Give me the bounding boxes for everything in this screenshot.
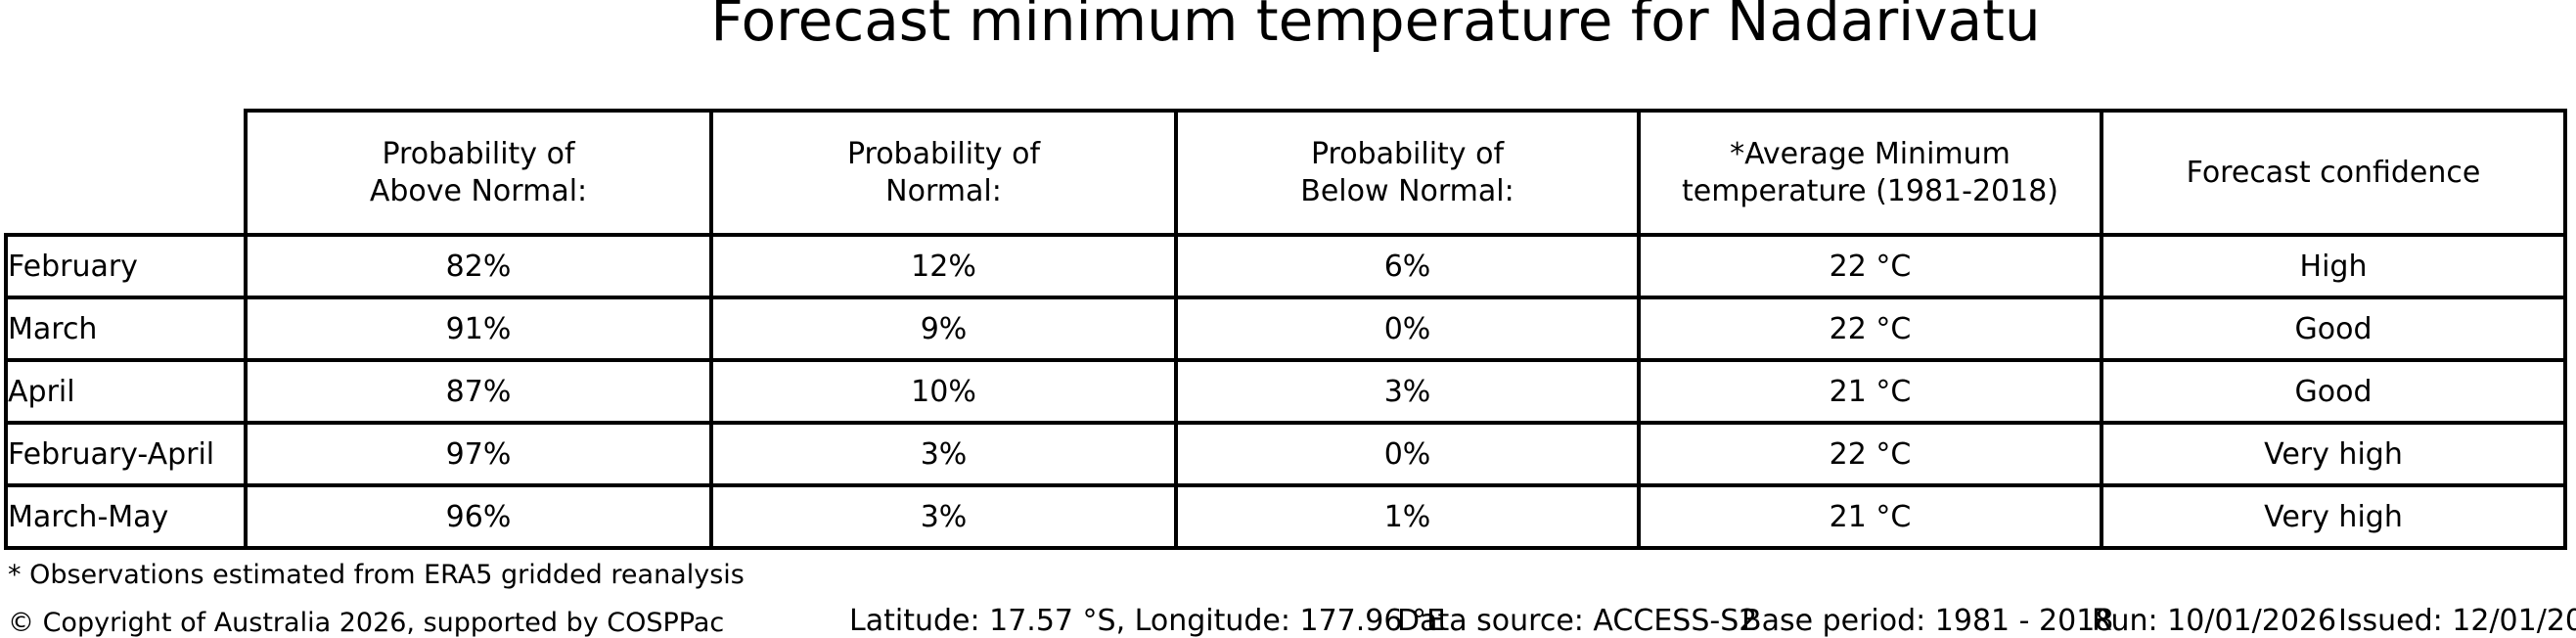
corner-cell <box>6 111 246 235</box>
row-label: April <box>4 358 248 425</box>
table-row-march-may: March-May 96% 3% 1% 21 °C Very high <box>4 483 2567 550</box>
cell-above-normal: 91% <box>244 296 713 362</box>
cell-confidence: Good <box>2100 296 2567 362</box>
cell-confidence: High <box>2100 233 2567 299</box>
cell-normal: 12% <box>709 233 1178 299</box>
cell-normal: 9% <box>709 296 1178 362</box>
row-label: March <box>4 296 248 362</box>
cell-below-normal: 3% <box>1174 358 1641 425</box>
cell-normal: 10% <box>709 358 1178 425</box>
cell-below-normal: 0% <box>1174 421 1641 487</box>
run-date-text: Run: 10/01/2026 <box>2092 604 2337 638</box>
cell-avg-min-temp: 22 °C <box>1637 233 2103 299</box>
copyright-text: © Copyright of Australia 2026, supported… <box>8 608 725 638</box>
table-row-february: February 82% 12% 6% 22 °C High <box>4 233 2567 299</box>
cell-below-normal: 6% <box>1174 233 1641 299</box>
cell-confidence: Very high <box>2100 483 2567 550</box>
cell-above-normal: 82% <box>244 233 713 299</box>
cell-above-normal: 96% <box>244 483 713 550</box>
cell-avg-min-temp: 22 °C <box>1637 296 2103 362</box>
cell-confidence: Very high <box>2100 421 2567 487</box>
table-header-row: Probability of Above Normal: Probability… <box>6 109 2567 237</box>
table-row-april: April 87% 10% 3% 21 °C Good <box>4 358 2567 425</box>
base-period-text: Base period: 1981 - 2018 <box>1741 604 2114 638</box>
cell-below-normal: 0% <box>1174 296 1641 362</box>
location-text: Latitude: 17.57 °S, Longitude: 177.96 °E <box>849 604 1445 638</box>
col-header-prob-below-normal: Probability of Below Normal: <box>1174 109 1641 237</box>
col-header-forecast-confidence: Forecast confidence <box>2100 109 2567 237</box>
issued-date-text: Issued: 12/01/2026 <box>2338 604 2576 638</box>
cell-normal: 3% <box>709 483 1178 550</box>
row-label: March-May <box>4 483 248 550</box>
cell-above-normal: 87% <box>244 358 713 425</box>
row-label: February <box>4 233 248 299</box>
page-title: Forecast minimum temperature for Nadariv… <box>710 0 2041 54</box>
cell-avg-min-temp: 21 °C <box>1637 358 2103 425</box>
col-header-prob-above-normal: Probability of Above Normal: <box>244 109 713 237</box>
cell-normal: 3% <box>709 421 1178 487</box>
col-header-avg-min-temp: *Average Minimum temperature (1981-2018) <box>1637 109 2103 237</box>
col-header-prob-normal: Probability of Normal: <box>709 109 1178 237</box>
forecast-table: Probability of Above Normal: Probability… <box>4 109 2567 550</box>
observations-footnote: * Observations estimated from ERA5 gridd… <box>8 560 745 590</box>
table-row-february-april: February-April 97% 3% 0% 22 °C Very high <box>4 421 2567 487</box>
cell-avg-min-temp: 22 °C <box>1637 421 2103 487</box>
table-row-march: March 91% 9% 0% 22 °C Good <box>4 296 2567 362</box>
row-label: February-April <box>4 421 248 487</box>
cell-above-normal: 97% <box>244 421 713 487</box>
cell-avg-min-temp: 21 °C <box>1637 483 2103 550</box>
cell-below-normal: 1% <box>1174 483 1641 550</box>
cell-confidence: Good <box>2100 358 2567 425</box>
data-source-text: Data source: ACCESS-S2 <box>1397 604 1758 638</box>
